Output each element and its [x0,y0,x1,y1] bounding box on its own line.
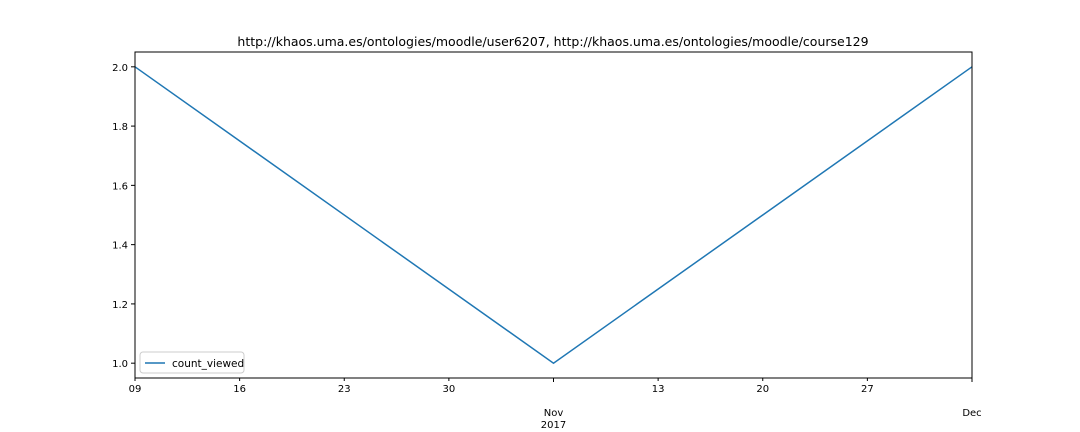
y-tick-label: 1.8 [112,122,128,133]
y-axis: 1.0 1.2 1.4 1.6 1.8 2.0 [112,63,135,370]
legend: count_viewed [139,351,245,374]
x-tick-label: 30 [443,384,456,395]
x-tick-label: Nov [544,408,564,419]
x-tick-label: 16 [233,384,246,395]
x-tick-label: Dec [962,408,981,419]
y-tick-label: 1.2 [112,300,128,311]
y-tick-label: 2.0 [112,63,128,74]
x-tick-sublabel: 2017 [541,420,566,431]
legend-label: count_viewed [172,358,244,370]
series-line-count_viewed [134,66,973,365]
y-tick-label: 1.6 [112,181,128,192]
chart-title: http://khaos.uma.es/ontologies/moodle/us… [237,34,868,49]
legend-box [139,351,245,374]
x-tick-label: 13 [652,384,665,395]
x-tick-label: 09 [129,384,142,395]
y-tick-label: 1.0 [112,359,128,370]
y-tick-label: 1.4 [112,241,128,252]
x-tick-label: 20 [756,384,769,395]
x-tick-label: 23 [338,384,351,395]
x-tick-label: 27 [861,384,874,395]
plot-frame [134,51,973,379]
plot-area [134,66,973,365]
